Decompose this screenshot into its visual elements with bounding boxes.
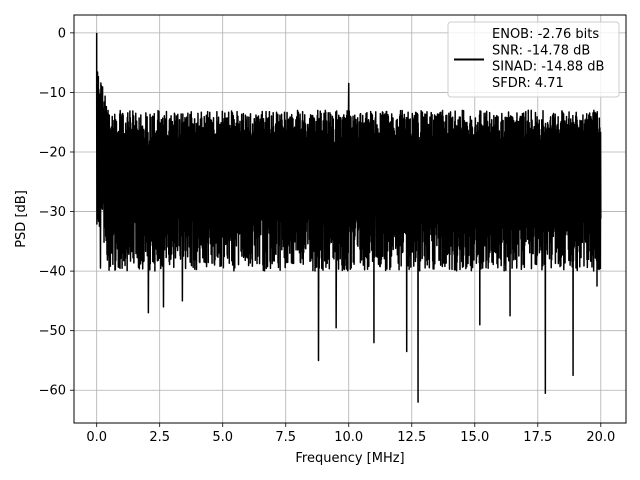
y-axis-label: PSD [dB] <box>14 190 29 248</box>
legend: ENOB: -2.76 bits SNR: -14.78 dB SINAD: -… <box>447 21 620 98</box>
x-tick-label-7: 17.5 <box>523 430 552 445</box>
y-tick-label-1: −10 <box>39 86 66 101</box>
x-tick-label-6: 15.0 <box>460 430 489 445</box>
x-tick-label-3: 7.5 <box>275 430 296 445</box>
legend-entry-enob: ENOB: -2.76 bits <box>492 27 599 42</box>
x-tick-label-2: 5.0 <box>212 430 233 445</box>
y-tick-label-4: −40 <box>39 265 66 280</box>
x-tick-label-8: 20.0 <box>586 430 615 445</box>
y-tick-label-3: −30 <box>39 205 66 220</box>
axes-frame <box>73 14 627 424</box>
plot-area <box>95 32 602 403</box>
x-axis-label: Frequency [MHz] <box>295 451 404 466</box>
y-tick-label-2: −20 <box>39 145 66 160</box>
legend-entry-sinad: SINAD: -14.88 dB <box>492 60 604 75</box>
y-tick-label-0: 0 <box>58 26 66 41</box>
x-tick-label-4: 10.0 <box>334 430 363 445</box>
legend-entry-sfdr: SFDR: 4.71 <box>492 76 564 91</box>
x-tick-label-0: 0.0 <box>86 430 107 445</box>
y-tick-label-5: −50 <box>39 324 66 339</box>
x-tick-label-1: 2.5 <box>149 430 170 445</box>
psd-series-line <box>95 32 602 403</box>
legend-box <box>447 21 620 98</box>
legend-entry-snr: SNR: -14.78 dB <box>492 43 590 58</box>
y-tick-label-6: −60 <box>39 384 66 399</box>
x-tick-label-5: 12.5 <box>397 430 426 445</box>
axis-ticks: 0.0 2.5 5.0 7.5 10.0 12.5 15.0 17.5 20.0 0 −10 −20 −… <box>39 26 616 445</box>
